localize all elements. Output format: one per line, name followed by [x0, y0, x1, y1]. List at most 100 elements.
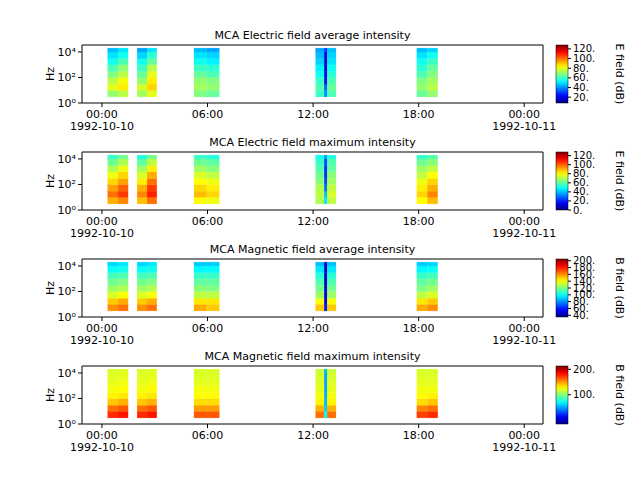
- x-tick-label-line: 1992-10-10: [70, 441, 134, 454]
- cell: [108, 262, 118, 266]
- cell: [147, 304, 157, 311]
- cell: [147, 298, 157, 304]
- cell: [137, 178, 147, 184]
- cell: [137, 155, 147, 159]
- cell: [417, 59, 428, 65]
- y-tick: [78, 291, 82, 292]
- cell: [137, 48, 147, 52]
- cell: [137, 65, 147, 72]
- panel: MCA Magnetic field average intensity10⁰1…: [44, 243, 626, 347]
- cell: [207, 411, 220, 418]
- cell: [417, 90, 428, 97]
- cell: [427, 392, 437, 398]
- cell: [137, 52, 147, 59]
- cell: [137, 273, 147, 279]
- colorbar-tick: [568, 308, 571, 309]
- cell: [427, 398, 437, 405]
- cell: [417, 291, 428, 298]
- cell: [417, 172, 428, 179]
- figure: MCA Electric field average intensity10⁰1…: [0, 0, 640, 480]
- cell: [118, 369, 128, 373]
- cell: [108, 291, 118, 298]
- cell: [108, 172, 118, 179]
- cell: [327, 48, 336, 52]
- cell: [327, 405, 336, 411]
- colorbar-tick-label: 100.: [573, 53, 595, 64]
- cell: [316, 155, 325, 159]
- cell: [417, 191, 428, 197]
- cell: [324, 178, 327, 184]
- cell: [316, 52, 325, 59]
- cell: [194, 373, 207, 380]
- x-tick-label-line: 18:00: [403, 108, 435, 121]
- cell: [147, 59, 157, 65]
- cell: [118, 398, 128, 405]
- cell: [137, 285, 147, 291]
- frame: [543, 259, 544, 317]
- y-tick: [78, 398, 82, 399]
- cell: [108, 84, 118, 90]
- cell: [417, 304, 428, 311]
- cell: [108, 166, 118, 172]
- cell: [316, 279, 325, 286]
- cell: [324, 304, 327, 311]
- cell: [118, 266, 128, 273]
- cell: [137, 279, 147, 286]
- cell: [427, 172, 437, 179]
- cell: [137, 291, 147, 298]
- cell: [118, 155, 128, 159]
- cell: [118, 298, 128, 304]
- cell: [108, 273, 118, 279]
- colorbar-tick-label: 60.: [573, 72, 589, 83]
- x-tick: [207, 424, 208, 428]
- x-tick: [418, 210, 419, 214]
- cell: [108, 191, 118, 197]
- cell: [427, 405, 437, 411]
- x-tick-label: 06:00: [192, 215, 224, 228]
- cell: [207, 405, 220, 411]
- cell: [316, 59, 325, 65]
- cell: [316, 405, 325, 411]
- cell: [147, 159, 157, 166]
- cells: [108, 262, 438, 311]
- cell: [327, 77, 336, 84]
- cell: [316, 398, 325, 405]
- x-tick-label-line: 1992-10-11: [492, 334, 556, 347]
- cell: [327, 155, 336, 159]
- cell: [207, 191, 220, 197]
- cell: [194, 184, 207, 191]
- cell: [327, 178, 336, 184]
- cell: [316, 90, 325, 97]
- cell: [147, 77, 157, 84]
- cell: [194, 304, 207, 311]
- cell: [194, 386, 207, 393]
- y-tick: [78, 158, 82, 159]
- cell: [118, 380, 128, 386]
- cell: [427, 411, 437, 418]
- cell: [137, 411, 147, 418]
- panel: MCA Electric field maximum intensity10⁰1…: [44, 136, 626, 240]
- y-tick-label: 10⁰: [58, 204, 77, 217]
- cell: [324, 291, 327, 298]
- cell: [327, 159, 336, 166]
- y-tick-label: 10²: [58, 392, 76, 405]
- colorbar-tick: [568, 267, 571, 268]
- x-tick-label: 00:001992-10-11: [492, 429, 556, 454]
- x-tick-label: 18:00: [403, 322, 435, 335]
- colorbar: [556, 45, 568, 103]
- x-tick: [313, 103, 314, 107]
- cell: [207, 90, 220, 97]
- cell: [194, 405, 207, 411]
- x-tick-label-line: 12:00: [297, 108, 329, 121]
- cell: [316, 172, 325, 179]
- y-axis: [82, 366, 83, 424]
- cell: [207, 166, 220, 172]
- cell: [194, 411, 207, 418]
- cell: [427, 48, 437, 52]
- cell: [137, 262, 147, 266]
- cell: [324, 71, 327, 77]
- x-tick-label-line: 12:00: [297, 322, 329, 335]
- x-tick: [418, 317, 419, 321]
- cell: [324, 52, 327, 59]
- cell: [108, 48, 118, 52]
